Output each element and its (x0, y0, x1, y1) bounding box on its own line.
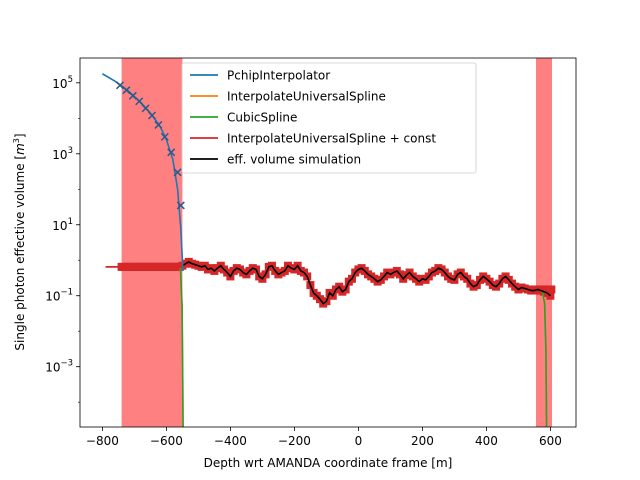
pchip-marker (154, 120, 163, 129)
pchip-marker (141, 104, 150, 113)
pchip-marker (115, 81, 125, 90)
legend-entry-label: PchipInterpolator (227, 69, 330, 83)
x-tick-label: −600 (150, 434, 183, 448)
cubic-spline-drop-left (179, 268, 184, 428)
pchip-marker (167, 148, 176, 157)
x-tick-label: 400 (475, 434, 498, 448)
y-axis-label: Single photon effective volume [m3] (12, 133, 27, 350)
cubic-spline-drop-right (541, 291, 548, 428)
y-tick-label: 105 (52, 75, 73, 91)
pchip-marker (122, 86, 131, 95)
y-axis: 10−3 10−1 101 103 105 (45, 75, 80, 403)
y-tick-label: 103 (52, 146, 73, 162)
x-axis: −800 −600 −400 −200 0 200 400 600 (86, 427, 562, 448)
x-tick-label: −800 (86, 434, 119, 448)
y-tick-label: 10−1 (45, 288, 73, 304)
legend: PchipInterpolator InterpolateUniversalSpl… (181, 62, 477, 174)
pchip-marker (160, 132, 169, 141)
y-tick-label: 101 (52, 217, 73, 233)
legend-box (181, 62, 477, 174)
x-tick-label: 200 (411, 434, 434, 448)
x-tick-label: 0 (355, 434, 363, 448)
legend-entry-label: CubicSpline (227, 111, 297, 125)
shaded-region-2 (536, 58, 552, 427)
pchip-marker (176, 201, 185, 210)
x-tick-label: 600 (539, 434, 562, 448)
sim-marker (546, 291, 555, 300)
x-tick-label: −200 (278, 434, 311, 448)
plot-frame (79, 57, 577, 428)
legend-entry-label: InterpolateUniversalSpline + const (227, 132, 436, 146)
simulation-line (181, 260, 551, 305)
plot-area (101, 58, 556, 428)
legend-entry-label: InterpolateUniversalSpline (227, 90, 386, 104)
pchip-marker (147, 111, 157, 120)
const-marker-right (547, 285, 556, 294)
pchip-marker (173, 168, 182, 177)
x-axis-label: Depth wrt AMANDA coordinate frame [m] (204, 456, 453, 470)
y-tick-label: 10−3 (45, 359, 73, 375)
shaded-region-1 (121, 58, 183, 427)
pchip-marker (135, 97, 144, 106)
pchip-marker (128, 91, 137, 100)
x-tick-label: −400 (214, 434, 247, 448)
const-marker (175, 262, 184, 271)
legend-entry-label: eff. volume simulation (227, 153, 361, 167)
